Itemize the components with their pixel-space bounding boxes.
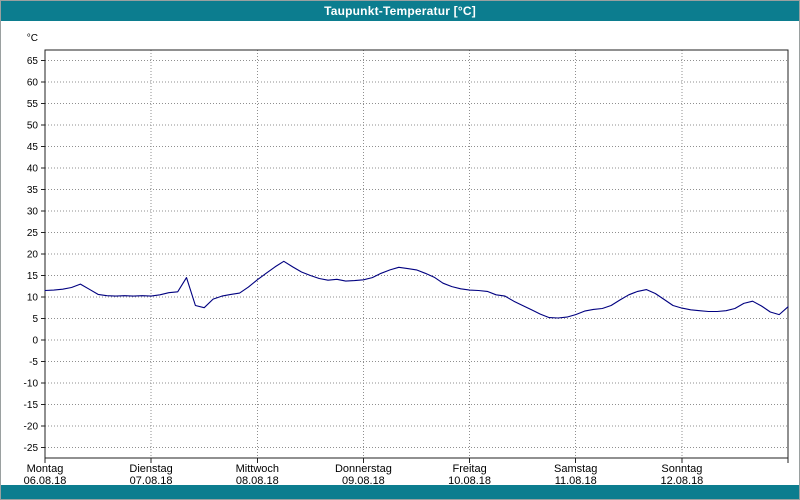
x-day-label: Samstag xyxy=(554,463,597,475)
y-tick-label: 60 xyxy=(27,78,39,89)
y-tick-label: 30 xyxy=(27,207,39,218)
x-date-label: 12.08.18 xyxy=(660,475,703,485)
y-tick-label: 40 xyxy=(27,164,39,175)
y-tick-label: 0 xyxy=(32,335,38,346)
y-tick-label: 5 xyxy=(32,314,38,325)
y-tick-label: -5 xyxy=(29,357,38,368)
y-tick-label: 20 xyxy=(27,250,39,261)
x-day-label: Montag xyxy=(27,463,64,475)
x-date-label: 08.08.18 xyxy=(236,475,279,485)
y-tick-label: 35 xyxy=(27,185,39,196)
y-tick-label: -10 xyxy=(24,378,39,389)
y-tick-label: 15 xyxy=(27,271,39,282)
x-day-label: Donnerstag xyxy=(335,463,392,475)
y-tick-label: 55 xyxy=(27,99,39,110)
window-title: Taupunkt-Temperatur [°C] xyxy=(324,4,476,18)
y-tick-label: 45 xyxy=(27,142,39,153)
x-date-label: 09.08.18 xyxy=(342,475,385,485)
x-date-label: 11.08.18 xyxy=(555,475,597,485)
x-day-label: Mittwoch xyxy=(236,463,279,475)
y-tick-label: -15 xyxy=(24,400,39,411)
y-tick-label: 25 xyxy=(27,228,39,239)
x-day-label: Sonntag xyxy=(661,463,702,475)
dewpoint-chart: °C65605550454035302520151050-5-10-15-20-… xyxy=(24,33,789,485)
x-date-label: 10.08.18 xyxy=(448,475,491,485)
x-day-label: Freitag xyxy=(452,463,486,475)
dewpoint-line xyxy=(44,260,789,319)
x-date-label: 07.08.18 xyxy=(130,475,173,485)
y-tick-label: 10 xyxy=(27,292,39,303)
title-bar: Taupunkt-Temperatur [°C] xyxy=(1,1,799,21)
y-tick-label: -25 xyxy=(24,443,39,454)
y-axis-unit: °C xyxy=(27,33,38,44)
x-day-label: Dienstag xyxy=(129,463,172,475)
y-tick-label: 50 xyxy=(27,121,39,132)
status-bar xyxy=(1,485,799,499)
y-tick-label: -20 xyxy=(24,421,39,432)
y-tick-label: 65 xyxy=(27,56,39,67)
x-date-label: 06.08.18 xyxy=(24,475,67,485)
